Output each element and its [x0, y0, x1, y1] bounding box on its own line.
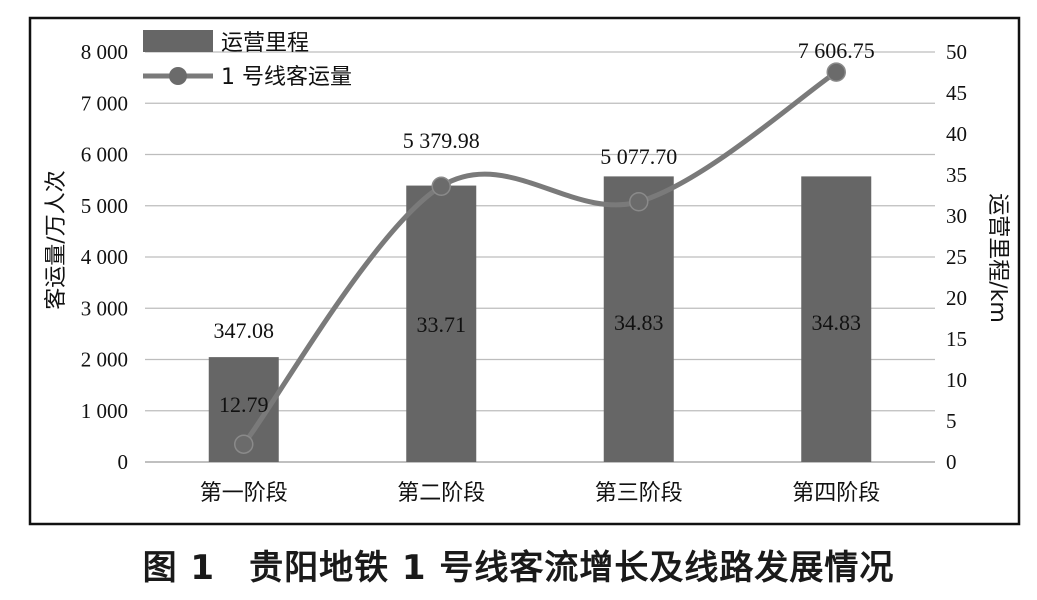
right-tick-label: 15 — [946, 327, 967, 351]
bar-value-label: 33.71 — [417, 312, 467, 337]
series-line — [241, 69, 839, 447]
right-tick-label: 50 — [946, 40, 967, 64]
bar — [801, 176, 872, 463]
category-label: 第二阶段 — [397, 481, 485, 506]
right-axis-title: 运营里程/km — [985, 193, 1010, 323]
right-tick-label: 25 — [946, 245, 967, 269]
bar-value-label: 12.79 — [219, 392, 269, 417]
line-value-label: 5 379.98 — [403, 128, 480, 153]
axes: 0 1 000 2 000 3 000 4 000 5 000 6 000 7 000 8 00… — [44, 40, 1010, 506]
category-label: 第一阶段 — [200, 481, 288, 506]
legend-label: 1 号线客运量 — [221, 65, 352, 90]
right-tick-label: 20 — [946, 286, 967, 310]
left-tick-label: 7 000 — [81, 91, 128, 115]
left-tick-label: 5 000 — [81, 194, 128, 218]
bar-value-label: 34.83 — [614, 310, 664, 335]
data-labels: 12.79 33.71 34.83 34.83 347.08 5 379.98 5 077.… — [214, 38, 875, 417]
right-tick-label: 5 — [946, 409, 957, 433]
bar — [406, 185, 477, 462]
line-value-label: 7 606.75 — [798, 38, 875, 63]
right-tick-label: 45 — [946, 81, 967, 105]
left-tick-label: 2 000 — [81, 348, 128, 372]
line-point — [826, 62, 846, 82]
left-tick-label: 0 — [118, 450, 129, 474]
legend-bar-swatch — [143, 30, 213, 52]
bar — [603, 176, 674, 463]
left-tick-label: 6 000 — [81, 143, 128, 167]
right-tick-label: 35 — [946, 163, 967, 187]
line-series — [234, 62, 846, 454]
line-point — [234, 434, 254, 454]
legend: 运营里程 1 号线客运量 — [143, 30, 352, 90]
chart: 12.79 33.71 34.83 34.83 347.08 5 379.98 5 077.… — [28, 16, 1021, 526]
right-tick-label: 10 — [946, 368, 967, 392]
line-point — [431, 176, 451, 197]
category-label: 第三阶段 — [595, 481, 683, 506]
caption-figure-number: 图 1 — [142, 548, 216, 588]
line-value-label: 5 077.70 — [600, 144, 677, 169]
right-tick-label: 0 — [946, 450, 957, 474]
line-point — [629, 192, 649, 212]
bar-value-label: 34.83 — [812, 310, 862, 335]
line-value-label: 347.08 — [214, 318, 275, 343]
legend-marker — [169, 67, 187, 85]
left-tick-label: 8 000 — [81, 40, 128, 64]
left-tick-label: 1 000 — [81, 399, 128, 423]
right-tick-label: 40 — [946, 122, 967, 146]
category-label: 第四阶段 — [792, 481, 880, 506]
right-tick-label: 30 — [946, 204, 967, 228]
left-tick-label: 4 000 — [81, 245, 128, 269]
caption-title: 贵阳地铁 1 号线客流增长及线路发展情况 — [249, 548, 895, 588]
figure-caption: 图 1 贵阳地铁 1 号线客流增长及线路发展情况 — [0, 540, 1037, 592]
legend-label: 运营里程 — [221, 31, 309, 56]
left-axis-title: 客运量/万人次 — [44, 170, 69, 309]
bars — [208, 176, 872, 463]
left-tick-label: 3 000 — [81, 296, 128, 320]
